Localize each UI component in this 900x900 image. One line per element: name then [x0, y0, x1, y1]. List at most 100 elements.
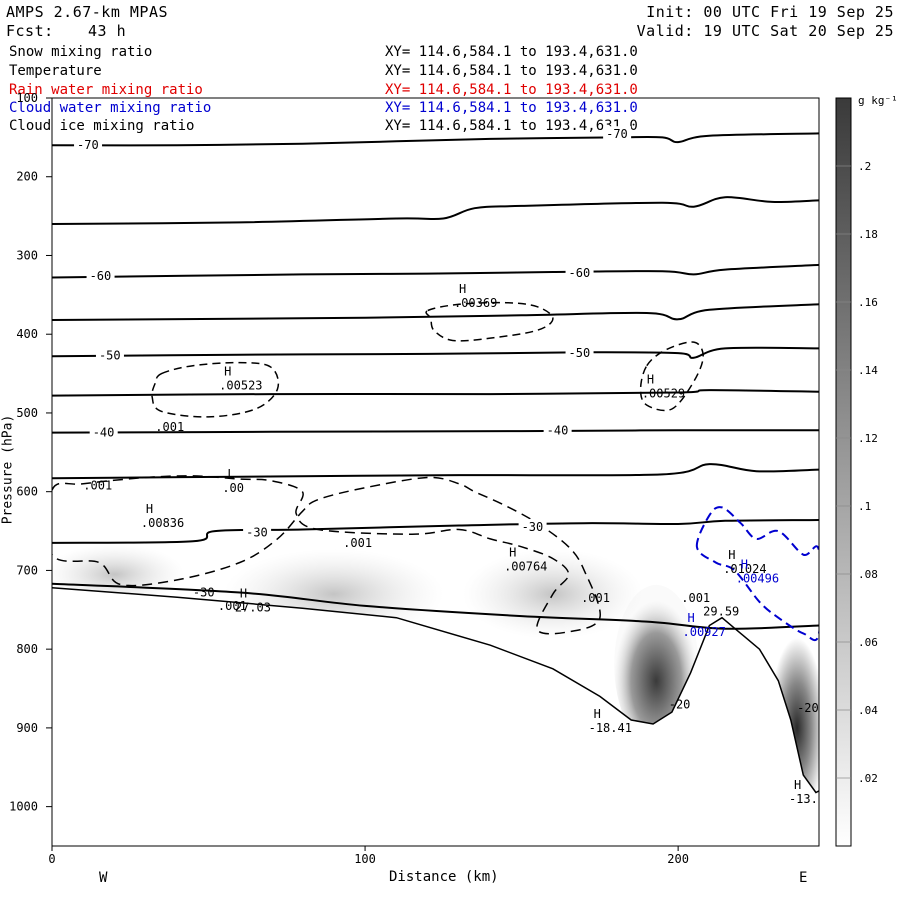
contour-value-label: -30: [193, 585, 215, 599]
contour-value-label: .001: [155, 420, 184, 434]
contour-value-label: -20: [669, 697, 691, 711]
ice-contour: [425, 301, 554, 342]
temperature-contour: [52, 132, 819, 147]
temperature-label-bg: [86, 267, 115, 282]
temperature-contour: [52, 389, 819, 397]
east-label: E: [799, 870, 808, 886]
shade-blob-west: [223, 549, 444, 640]
forecast-label: Fcst:: [6, 22, 54, 40]
temperature-label-bg: [95, 347, 124, 362]
extremum-type: H: [794, 778, 801, 792]
y-tick-label: 900: [16, 721, 38, 735]
field-cloudice-xy: XY= 114.6,584.1 to 193.4,631.0: [385, 118, 638, 134]
y-axis-label: Pressure (hPa): [0, 414, 16, 525]
field-cloudice-name: Cloud ice mixing ratio: [9, 118, 195, 134]
temperature-contour: [52, 263, 819, 279]
extremum-type: H: [594, 707, 601, 721]
y-tick-label: 1000: [9, 800, 38, 814]
shade-core-east: [769, 637, 819, 818]
field-snow-xy: XY= 114.6,584.1 to 193.4,631.0: [385, 44, 638, 60]
contour-value-label: .001: [581, 591, 610, 605]
y-tick-label: 700: [16, 563, 38, 577]
colorbar-unit-label: g kg⁻¹: [858, 94, 898, 107]
y-tick-label: 600: [16, 485, 38, 499]
x-tick-label: 100: [354, 852, 376, 866]
colorbar-tick-label: .08: [858, 568, 878, 581]
extremum-type: H: [224, 364, 231, 378]
y-tick-label: 200: [16, 170, 38, 184]
contour-value-label: .001: [343, 536, 372, 550]
extremum-value: -18.41: [589, 721, 632, 735]
field-cloudwater-name: Cloud water mixing ratio: [9, 100, 212, 116]
temperature-contour: [52, 519, 819, 544]
temperature-label: -30: [246, 526, 268, 540]
x-axis-label: Distance (km): [389, 869, 499, 885]
shade-blob-mid: [462, 549, 643, 640]
colorbar-tick-label: .06: [858, 636, 878, 649]
field-snow-name: Snow mixing ratio: [9, 44, 153, 60]
temperature-label: -70: [77, 138, 99, 152]
snow-contour: [52, 475, 601, 635]
contour-value-label: 29.59: [703, 604, 739, 618]
extremum-type: H: [688, 611, 695, 625]
field-cloudwater-xy: XY= 114.6,584.1 to 193.4,631.0: [385, 100, 638, 116]
temperature-label: -40: [547, 423, 569, 437]
temperature-contour: [52, 346, 819, 359]
contour-value-label: -20: [797, 701, 819, 715]
ice-contour: [639, 341, 704, 412]
field-temperature-xy: XY= 114.6,584.1 to 193.4,631.0: [385, 63, 638, 79]
mixing-ratio-shading: [52, 544, 819, 846]
colorbar: [835, 97, 852, 847]
temperature-label-bg: [565, 345, 594, 360]
temperature-label-bg: [518, 519, 547, 534]
extremum-value: .00836: [141, 516, 184, 530]
extremum-type: H: [509, 546, 516, 560]
extremum-type: H: [459, 282, 466, 296]
x-tick-label: 200: [667, 852, 689, 866]
ice-contour: [151, 361, 280, 418]
temperature-contour: [52, 582, 819, 630]
terrain-line: [52, 586, 819, 794]
temperature-contour: [52, 429, 819, 434]
field-rain-name: Rain water mixing ratio: [9, 82, 203, 98]
y-tick-label: 400: [16, 327, 38, 341]
field-rain-xy: XY= 114.6,584.1 to 193.4,631.0: [385, 82, 638, 98]
temperature-label-bg: [243, 524, 272, 539]
cloud-water-contour: [695, 506, 819, 642]
temperature-contour: [52, 303, 819, 321]
colorbar-tick-label: .18: [858, 228, 878, 241]
contour-value-label: .001: [218, 599, 247, 613]
colorbar-tick-label: .12: [858, 432, 878, 445]
extremum-type: H: [647, 372, 654, 386]
extremum-value: .00529: [642, 386, 685, 400]
y-tick-label: 300: [16, 248, 38, 262]
extremum-value: .00369: [454, 296, 497, 310]
init-time: Init: 00 UTC Fri 19 Sep 25: [646, 3, 894, 21]
temperature-label: -50: [99, 348, 121, 362]
extremum-type: H: [146, 502, 153, 516]
extremum-value: .01024: [723, 562, 766, 576]
extremum-value: .00764: [504, 560, 547, 574]
x-tick-label: 0: [48, 852, 55, 866]
valid-time: Valid: 19 UTC Sat 20 Sep 25: [636, 22, 894, 40]
temperature-label-bg: [565, 264, 594, 279]
forecast-value: 43 h: [88, 22, 127, 40]
plot-frame: [51, 97, 820, 847]
temperature-label-bg: [74, 137, 103, 152]
temperature-label: -40: [93, 426, 115, 440]
colorbar-tick-label: .16: [858, 296, 878, 309]
y-tick-label: 800: [16, 642, 38, 656]
temperature-label-bg: [543, 422, 572, 437]
colorbar-tick-label: .1: [858, 500, 871, 513]
field-temperature-name: Temperature: [9, 63, 102, 79]
temperature-label: -30: [522, 520, 544, 534]
colorbar-tick-label: .14: [858, 364, 878, 377]
shade-core-valley: [614, 584, 699, 745]
colorbar-tick-label: .02: [858, 772, 878, 785]
extremum-type: H: [741, 557, 748, 571]
contour-value-label: .001: [681, 591, 710, 605]
extremum-value: .00523: [219, 378, 262, 392]
extremum-value: 27.03: [235, 600, 271, 614]
